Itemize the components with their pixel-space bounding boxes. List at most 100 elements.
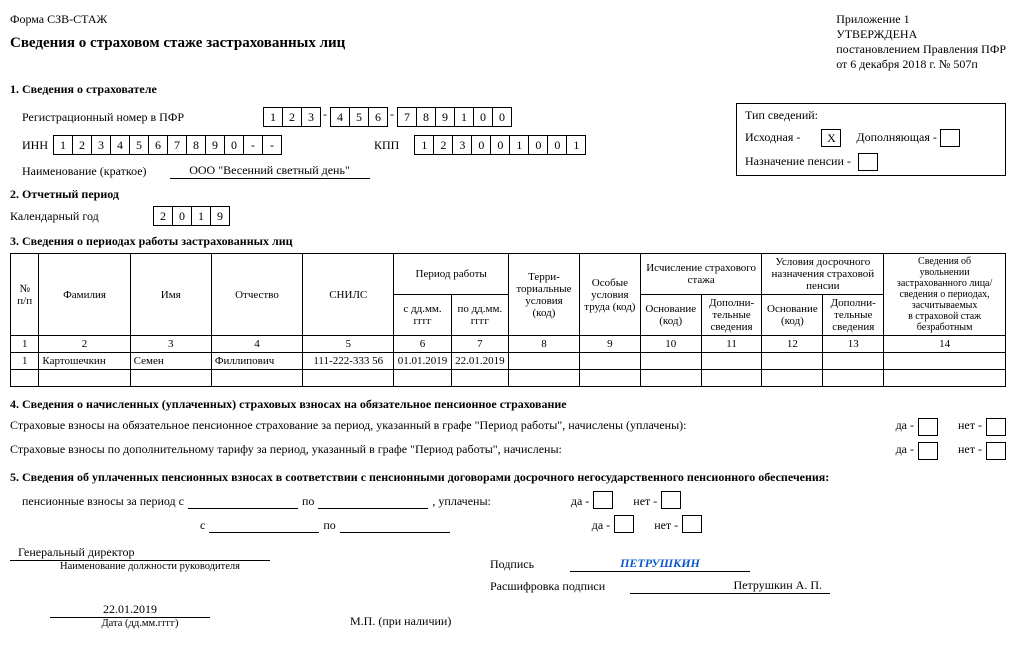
header-row: Форма СЗВ-СТАЖ Сведения о страховом стаж… — [10, 12, 1006, 72]
inn-cell: 8 — [186, 135, 206, 155]
cell-empty — [762, 353, 823, 370]
cell-empty — [701, 353, 762, 370]
col-from: с дд.мм. гггг — [394, 295, 451, 336]
cell-empty — [579, 353, 640, 370]
kpp-cell: 1 — [566, 135, 586, 155]
col-snils: СНИЛС — [303, 254, 394, 336]
table-row: 1 Картошечкин Семен Филлипович 111-222-3… — [11, 353, 1006, 370]
col-num: 7 — [451, 336, 508, 353]
col-num: 10 — [640, 336, 701, 353]
type-pension-check[interactable] — [858, 153, 878, 171]
s5-from2[interactable] — [209, 532, 319, 533]
type-pension-label: Назначение пенсии - — [745, 154, 851, 168]
col-extra2: Дополни- тельные сведения — [823, 295, 884, 336]
inn-cell: 1 — [53, 135, 73, 155]
s2-heading: 2. Отчетный период — [10, 187, 1006, 202]
cell-ot: Филлипович — [211, 353, 302, 370]
col-spec: Особые условия труда (код) — [579, 254, 640, 336]
s5-heading: 5. Сведения об уплаченных пенсионных взн… — [10, 470, 1006, 485]
s4-line1-text: Страховые взносы на обязательное пенсион… — [10, 418, 686, 433]
col-early: Условия досрочного назначения страховой … — [762, 254, 884, 295]
s1-heading: 1. Сведения о страхователе — [10, 82, 1006, 97]
col-to: по дд.мм. гггг — [451, 295, 508, 336]
type-initial-row: Исходная - Х Дополняющая - — [745, 129, 997, 147]
s5-yes1-check[interactable] — [593, 491, 613, 509]
s5-to1[interactable] — [318, 508, 428, 509]
inn-cell: 7 — [167, 135, 187, 155]
type-additional-label: Дополняющая - — [856, 130, 936, 144]
s1-body: Регистрационный номер в ПФР 1 2 3 - 4 5 … — [10, 103, 1006, 179]
s4-no2-check[interactable] — [986, 442, 1006, 460]
reg-cell: 9 — [435, 107, 455, 127]
year-cell: 2 — [153, 206, 173, 226]
kpp-label: КПП — [374, 138, 399, 153]
inn-cell: 0 — [224, 135, 244, 155]
reg-cell: 5 — [349, 107, 369, 127]
s5-yes2-check[interactable] — [614, 515, 634, 533]
col-num: 3 — [130, 336, 211, 353]
s5-no1-check[interactable] — [661, 491, 681, 509]
year-cell: 1 — [191, 206, 211, 226]
reg-dash: - — [387, 107, 397, 127]
cell-fam: Картошечкин — [39, 353, 130, 370]
s4-yes1-check[interactable] — [918, 418, 938, 436]
s4-line2: Страховые взносы по дополнительному тари… — [10, 442, 1006, 460]
col-fam: Фамилия — [39, 254, 130, 336]
col-num: 14 — [884, 336, 1006, 353]
reg-cell: 3 — [301, 107, 321, 127]
approval-block: Приложение 1 УТВЕРЖДЕНА постановлением П… — [836, 12, 1006, 72]
org-name-label: Наименование (краткое) — [10, 164, 147, 179]
reg-cell: 0 — [473, 107, 493, 127]
reg-cell: 6 — [368, 107, 388, 127]
cell-empty — [640, 353, 701, 370]
s3-heading: 3. Сведения о периодах работы застрахова… — [10, 234, 1006, 249]
cell-empty — [823, 353, 884, 370]
reg-cell: 8 — [416, 107, 436, 127]
type-additional-check[interactable] — [940, 129, 960, 147]
cell-im: Семен — [130, 353, 211, 370]
org-name-value: ООО "Весенний светный день" — [170, 163, 370, 179]
col-base2: Основание (код) — [762, 295, 823, 336]
s5-to2[interactable] — [340, 532, 450, 533]
inn-label: ИНН — [10, 138, 50, 153]
type-initial-check[interactable]: Х — [821, 129, 841, 147]
reg-row: Регистрационный номер в ПФР 1 2 3 - 4 5 … — [10, 107, 736, 127]
inn-cell: 9 — [205, 135, 225, 155]
col-num: 4 — [211, 336, 302, 353]
org-name-row: Наименование (краткое) ООО "Весенний све… — [10, 163, 736, 179]
s4-no1-check[interactable] — [986, 418, 1006, 436]
no-label: нет - — [654, 518, 678, 533]
footer-row2: Расшифровка подписи Петрушкин А. П. — [10, 578, 1006, 594]
yes-label: да - — [896, 442, 914, 457]
no-label: нет - — [958, 442, 982, 457]
date-caption: Дата (дд.мм.гггг) — [50, 618, 230, 629]
col-base1: Основание (код) — [640, 295, 701, 336]
col-im: Имя — [130, 254, 211, 336]
kpp-cell: 1 — [414, 135, 434, 155]
col-period: Период работы — [394, 254, 509, 295]
decode-label: Расшифровка подписи — [490, 579, 630, 594]
col-num: 1 — [11, 336, 39, 353]
s5-line2: с по да - нет - — [10, 515, 1006, 533]
s4-heading: 4. Сведения о начисленных (уплаченных) с… — [10, 397, 1006, 412]
inn-cell: 6 — [148, 135, 168, 155]
s5-line1: пенсионные взносы за период с по , уплач… — [10, 491, 1006, 509]
kpp-cell: 0 — [471, 135, 491, 155]
col-num: 8 — [508, 336, 579, 353]
s4-yes2-check[interactable] — [918, 442, 938, 460]
kpp-cell: 0 — [490, 135, 510, 155]
kpp-cell: 0 — [528, 135, 548, 155]
year-cell: 9 — [210, 206, 230, 226]
director-value: Генеральный директор — [10, 545, 270, 561]
cell-n: 1 — [11, 353, 39, 370]
type-box: Тип сведений: Исходная - Х Дополняющая -… — [736, 103, 1006, 176]
footer-row3: 22.01.2019 Дата (дд.мм.гггг) М.П. (при н… — [10, 602, 1006, 629]
decree1: постановлением Правления ПФР — [836, 42, 1006, 57]
inn-row: ИНН 1 2 3 4 5 6 7 8 9 0 - - КПП 1 2 3 0 — [10, 135, 736, 155]
s5-no2-check[interactable] — [682, 515, 702, 533]
cell-empty — [884, 353, 1006, 370]
col-stazh: Исчисление страхового стажа — [640, 254, 762, 295]
s5-from1[interactable] — [188, 508, 298, 509]
s4-line1: Страховые взносы на обязательное пенсион… — [10, 418, 1006, 436]
s5-from2-label: с — [10, 518, 205, 533]
